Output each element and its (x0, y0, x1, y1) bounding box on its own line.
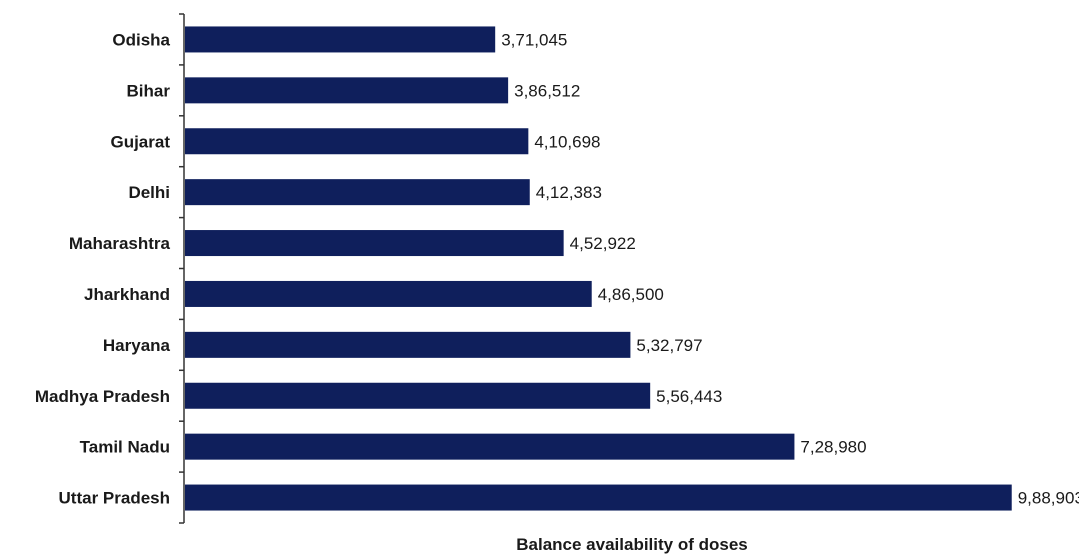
value-label-madhya-pradesh: 5,56,443 (656, 387, 722, 406)
category-label-madhya-pradesh: Madhya Pradesh (35, 387, 170, 406)
value-label-gujarat: 4,10,698 (534, 132, 600, 151)
value-label-odisha: 3,71,045 (501, 30, 567, 49)
category-label-odisha: Odisha (112, 30, 170, 49)
value-label-bihar: 3,86,512 (514, 81, 580, 100)
bar-bihar (185, 77, 509, 104)
y-axis (179, 13, 185, 524)
bar-gujarat (185, 128, 529, 155)
bar-madhya-pradesh (185, 382, 651, 409)
bar-uttar-pradesh (185, 484, 1012, 511)
category-label-bihar: Bihar (127, 81, 171, 100)
bar-maharashtra (185, 230, 564, 257)
value-label-jharkhand: 4,86,500 (598, 285, 664, 304)
category-labels: Odisha Bihar Gujarat Delhi Maharashtra Jharkh… (35, 30, 171, 507)
x-axis-title: Balance availability of doses (516, 535, 747, 554)
value-label-tamil-nadu: 7,28,980 (800, 438, 866, 457)
category-label-maharashtra: Maharashtra (69, 234, 171, 253)
category-label-tamil-nadu: Tamil Nadu (80, 438, 170, 457)
bar-tamil-nadu (185, 433, 795, 460)
category-label-gujarat: Gujarat (110, 132, 170, 151)
bar-odisha (185, 26, 496, 53)
bar-jharkhand (185, 280, 592, 307)
value-label-haryana: 5,32,797 (636, 336, 702, 355)
bar-haryana (185, 331, 631, 358)
category-label-haryana: Haryana (103, 336, 171, 355)
category-label-jharkhand: Jharkhand (84, 285, 170, 304)
value-label-maharashtra: 4,52,922 (570, 234, 636, 253)
bars-layer (185, 26, 1012, 511)
category-label-uttar-pradesh: Uttar Pradesh (59, 489, 170, 508)
value-label-delhi: 4,12,383 (536, 183, 602, 202)
value-label-uttar-pradesh: 9,88,903 (1018, 489, 1079, 508)
bar-delhi (185, 179, 530, 206)
value-labels: 3,71,045 3,86,512 4,10,698 4,12,383 4,52,922… (501, 30, 1079, 507)
category-label-delhi: Delhi (128, 183, 170, 202)
